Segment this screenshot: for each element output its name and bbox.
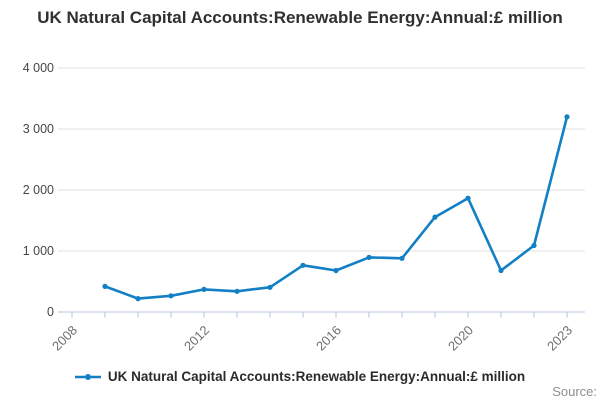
x-tick-label: 2016 — [313, 323, 344, 354]
x-tick-label: 2020 — [445, 323, 476, 354]
data-point[interactable] — [531, 242, 537, 249]
data-point[interactable] — [234, 288, 240, 294]
data-point[interactable] — [366, 254, 372, 260]
data-point[interactable] — [135, 296, 141, 302]
data-point[interactable] — [201, 286, 207, 292]
x-tick-label: 2012 — [181, 323, 212, 354]
x-tick-label: 2008 — [49, 323, 80, 354]
y-tick-label: 1 000 — [23, 244, 54, 258]
legend-label: UK Natural Capital Accounts:Renewable En… — [107, 369, 526, 384]
chart-title: UK Natural Capital Accounts:Renewable En… — [37, 8, 563, 27]
y-tick-label: 2 000 — [23, 183, 54, 197]
data-point[interactable] — [564, 114, 570, 120]
data-point[interactable] — [432, 214, 438, 220]
legend-line-marker-icon — [74, 373, 101, 380]
y-tick-label: 4 000 — [23, 61, 54, 75]
legend: UK Natural Capital Accounts:Renewable En… — [0, 369, 600, 384]
data-point[interactable] — [267, 284, 273, 290]
source-note: Source: — [552, 384, 597, 399]
y-tick-label: 0 — [47, 305, 54, 319]
data-point[interactable] — [498, 267, 504, 274]
data-point[interactable] — [333, 267, 339, 274]
data-point[interactable] — [465, 195, 471, 201]
data-point[interactable] — [300, 262, 306, 268]
data-point[interactable] — [399, 255, 405, 261]
x-tick-label: 2023 — [544, 323, 575, 354]
legend-item[interactable]: UK Natural Capital Accounts:Renewable En… — [74, 369, 526, 384]
data-point[interactable] — [168, 293, 174, 299]
y-tick-label: 3 000 — [23, 122, 54, 136]
data-point[interactable] — [102, 283, 108, 289]
